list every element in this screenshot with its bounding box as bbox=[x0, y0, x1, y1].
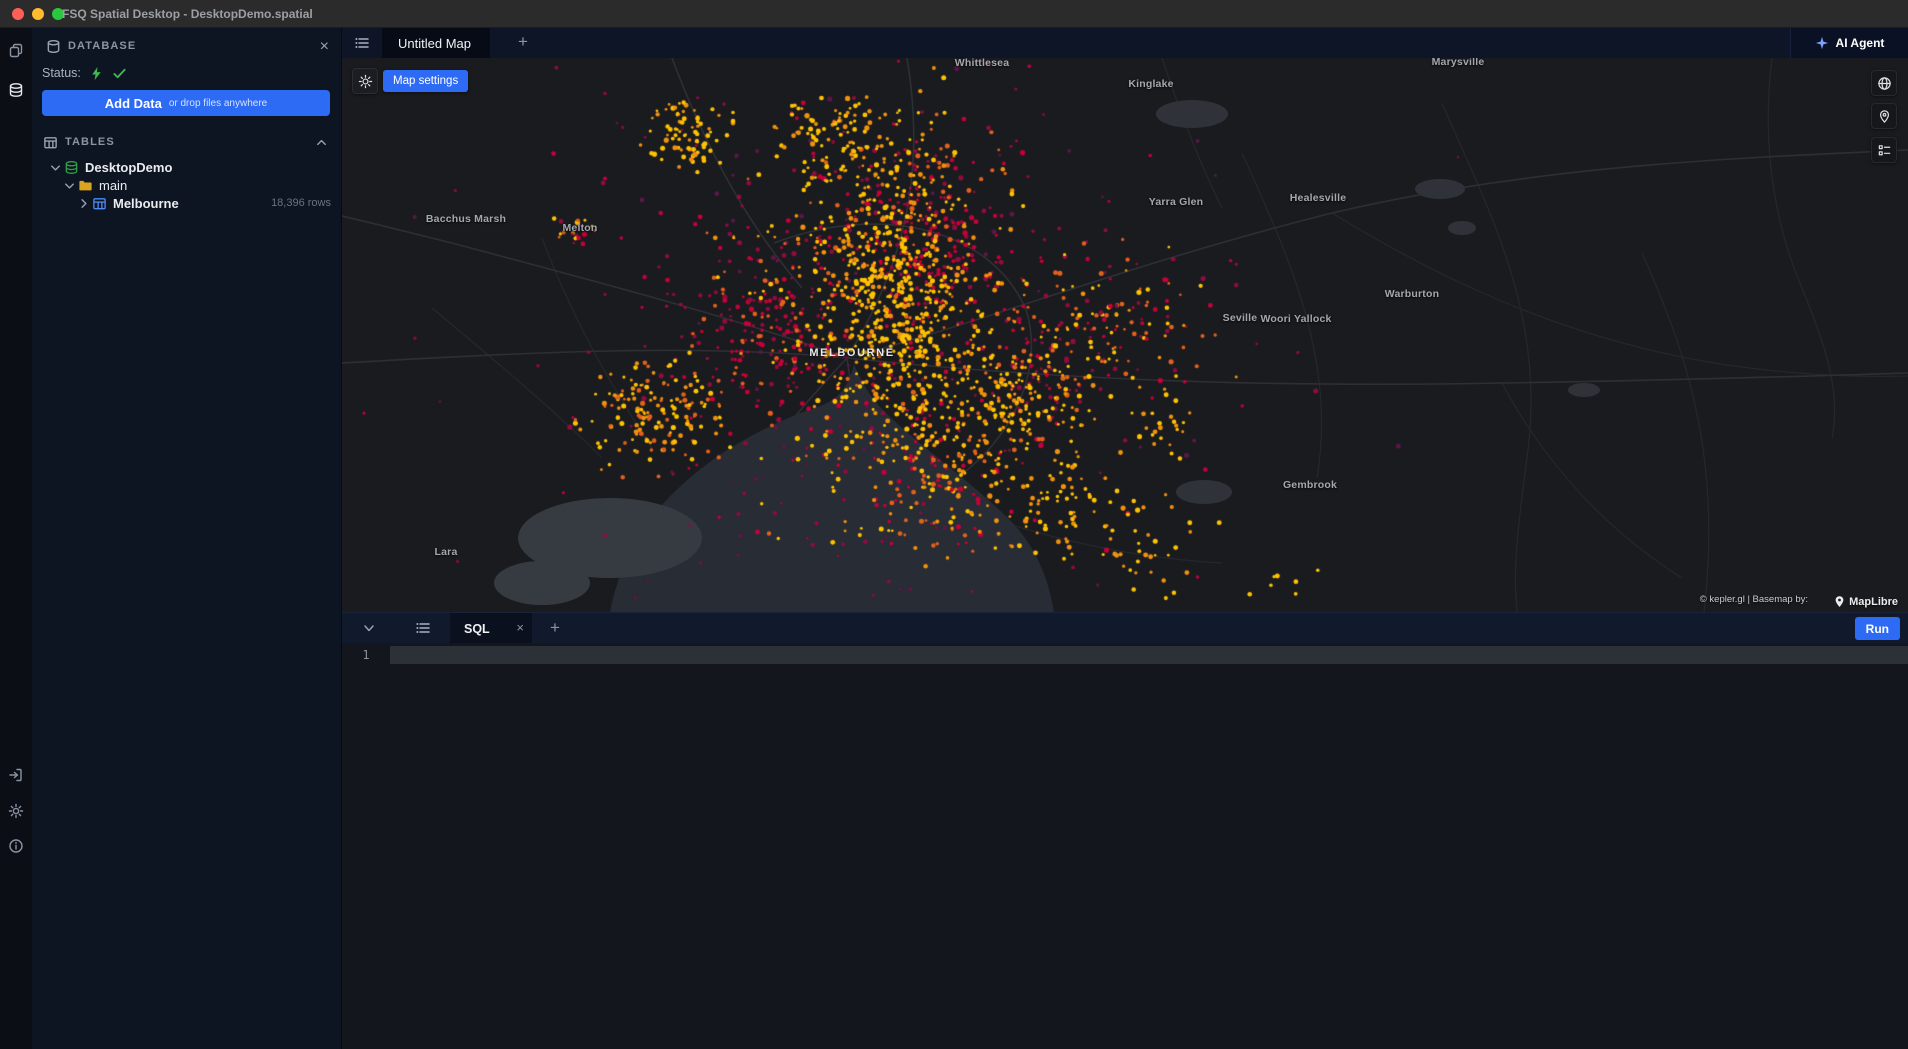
settings-gear-icon[interactable] bbox=[4, 799, 28, 823]
legend-button[interactable] bbox=[1871, 137, 1897, 163]
line-number: 1 bbox=[362, 648, 370, 662]
table-name: Melbourne bbox=[113, 195, 179, 211]
zoom-window-button[interactable] bbox=[52, 8, 64, 20]
add-data-label: Add Data bbox=[104, 95, 162, 111]
map-gear-button[interactable] bbox=[352, 68, 378, 94]
map-attribution: © kepler.gl | Basemap by: bbox=[1699, 594, 1808, 605]
sql-tabbar: SQL × + Run bbox=[342, 612, 1908, 644]
run-button[interactable]: Run bbox=[1854, 617, 1900, 640]
database-panel: DATABASE × Status: Add Data or drop file… bbox=[32, 28, 342, 1049]
map-viewport[interactable]: MELBOURNE Whittlesea Kinglake Marysville Ba… bbox=[342, 58, 1908, 612]
maplibre-label: MapLibre bbox=[1849, 595, 1898, 608]
database-name: DesktopDemo bbox=[85, 159, 173, 175]
map-settings-label: Map settings bbox=[393, 75, 459, 87]
sql-tab-label: SQL bbox=[464, 621, 490, 636]
query-list-icon[interactable] bbox=[415, 620, 431, 636]
run-label: Run bbox=[1865, 621, 1889, 636]
close-panel-icon[interactable]: × bbox=[319, 38, 329, 55]
close-window-button[interactable] bbox=[12, 8, 24, 20]
tab-list-icon[interactable] bbox=[354, 35, 370, 51]
projects-icon[interactable] bbox=[4, 38, 28, 62]
tree-row-table[interactable]: Melbourne 18,396 rows bbox=[32, 194, 341, 212]
tab-sql[interactable]: SQL × bbox=[450, 613, 532, 644]
map-tabbar: Untitled Map + AI Agent bbox=[342, 28, 1908, 58]
check-icon bbox=[113, 68, 126, 78]
current-line-highlight bbox=[390, 646, 1908, 664]
add-data-sublabel: or drop files anywhere bbox=[168, 97, 268, 109]
tree-row-database[interactable]: DesktopDemo bbox=[32, 158, 341, 176]
minimize-window-button[interactable] bbox=[32, 8, 44, 20]
window-title: FSQ Spatial Desktop - DesktopDemo.spatia… bbox=[62, 6, 313, 21]
table-grid-icon bbox=[44, 137, 57, 149]
import-icon[interactable] bbox=[4, 763, 28, 787]
folder-icon bbox=[79, 180, 92, 190]
poi-button[interactable] bbox=[1871, 103, 1897, 129]
maplibre-logo-icon bbox=[1835, 596, 1844, 608]
schema-name: main bbox=[99, 177, 128, 193]
tables-section-header[interactable]: TABLES bbox=[32, 132, 341, 154]
sql-editor[interactable]: 1 bbox=[342, 643, 1908, 1049]
globe-button[interactable] bbox=[1871, 70, 1897, 96]
database-icon bbox=[65, 160, 78, 174]
main-area: Untitled Map + AI Agent bbox=[342, 28, 1908, 1049]
sparkle-icon bbox=[1815, 36, 1828, 50]
map-tab-label: Untitled Map bbox=[398, 35, 471, 51]
info-icon[interactable] bbox=[4, 834, 28, 858]
row-count: 18,396 rows bbox=[271, 197, 331, 209]
status-row: Status: bbox=[42, 64, 127, 82]
globe-icon bbox=[1877, 76, 1891, 90]
chevron-up-icon[interactable] bbox=[314, 135, 329, 150]
new-tab-icon[interactable]: + bbox=[518, 32, 528, 51]
tab-untitled-map[interactable]: Untitled Map bbox=[382, 28, 490, 58]
chevron-right-icon[interactable] bbox=[76, 196, 91, 211]
tables-label: TABLES bbox=[65, 136, 115, 148]
status-label: Status: bbox=[42, 66, 81, 80]
database-panel-header: DATABASE × bbox=[32, 34, 341, 60]
tree-row-schema[interactable]: main bbox=[32, 176, 341, 194]
maplibre-link[interactable]: MapLibre bbox=[1833, 595, 1898, 608]
map-settings-button[interactable]: Map settings bbox=[383, 70, 469, 92]
ai-agent-button[interactable]: AI Agent bbox=[1790, 28, 1908, 58]
left-icon-rail bbox=[0, 28, 32, 1049]
ai-agent-label: AI Agent bbox=[1835, 36, 1885, 50]
lightning-icon bbox=[92, 66, 101, 80]
tables-tree: DesktopDemo main Melbourne 18,396 rows bbox=[32, 158, 341, 212]
panel-title: DATABASE bbox=[68, 40, 137, 52]
database-icon bbox=[47, 39, 60, 54]
collapse-panel-icon[interactable] bbox=[361, 620, 377, 636]
map-points-layer[interactable] bbox=[342, 58, 1908, 612]
chevron-down-icon[interactable] bbox=[62, 178, 77, 193]
new-query-icon[interactable]: + bbox=[550, 618, 560, 637]
close-tab-icon[interactable]: × bbox=[516, 620, 524, 635]
table-icon bbox=[93, 197, 106, 209]
chevron-down-icon[interactable] bbox=[48, 160, 63, 175]
titlebar: FSQ Spatial Desktop - DesktopDemo.spatia… bbox=[0, 0, 1908, 28]
map-pin-icon bbox=[1879, 109, 1889, 123]
database-panel-icon[interactable] bbox=[4, 78, 28, 102]
legend-icon bbox=[1878, 144, 1890, 155]
add-data-button[interactable]: Add Data or drop files anywhere bbox=[42, 90, 330, 116]
